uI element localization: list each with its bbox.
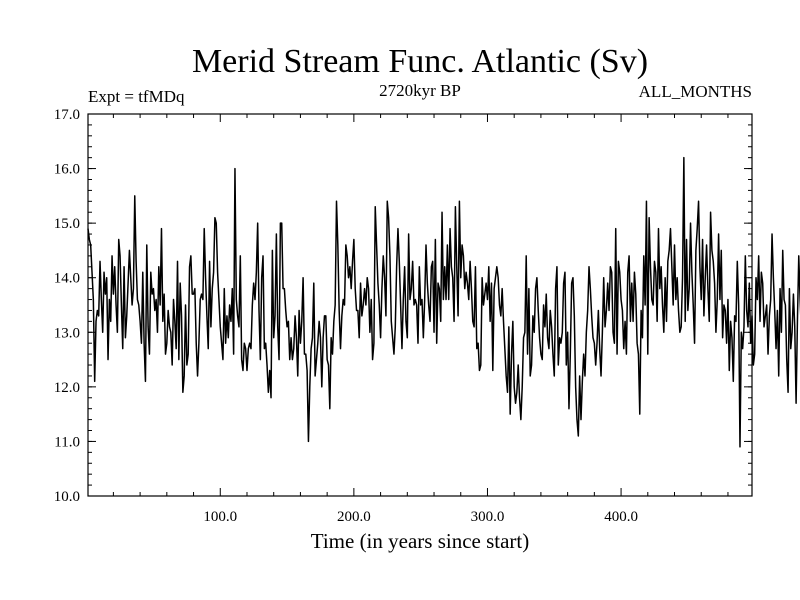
x-tick-label: 100.0 bbox=[203, 509, 237, 525]
experiment-label: Expt = tfMDq bbox=[88, 87, 185, 106]
x-tick-label: 400.0 bbox=[604, 509, 638, 525]
y-tick-label: 17.0 bbox=[54, 107, 80, 123]
y-tick-label: 13.0 bbox=[54, 325, 80, 341]
x-tick-label: 200.0 bbox=[337, 509, 371, 525]
series-line-0 bbox=[87, 156, 800, 448]
y-tick-label: 10.0 bbox=[54, 489, 80, 505]
y-tick-label: 16.0 bbox=[54, 162, 80, 178]
months-label: ALL_MONTHS bbox=[639, 82, 752, 101]
axis-layer: 10.0 11.0 12.0 13.0 14.0 15.0 16.0 17.0 100.0 200… bbox=[54, 107, 752, 525]
plot-data-layer bbox=[87, 156, 800, 448]
y-tick-label: 15.0 bbox=[54, 216, 80, 232]
y-tick-label: 14.0 bbox=[54, 271, 80, 287]
plot-frame bbox=[87, 113, 753, 497]
x-tick-label: 300.0 bbox=[471, 509, 505, 525]
period-label: 2720kyr BP bbox=[379, 81, 461, 100]
y-tick-label: 12.0 bbox=[54, 380, 80, 396]
chart-title: Merid Stream Func. Atlantic (Sv) bbox=[192, 43, 648, 80]
x-axis-label: Time (in years since start) bbox=[311, 529, 530, 553]
y-tick-label: 11.0 bbox=[54, 434, 80, 450]
